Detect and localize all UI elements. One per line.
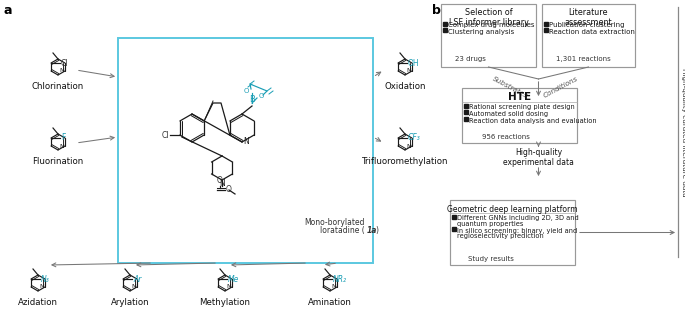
- Text: Complex drug molecules: Complex drug molecules: [448, 22, 534, 28]
- Text: 23 drugs: 23 drugs: [455, 56, 486, 62]
- Text: N: N: [332, 284, 336, 290]
- Text: regioselectivity prediction: regioselectivity prediction: [457, 233, 544, 239]
- Text: N: N: [132, 284, 136, 290]
- Text: 956 reactions: 956 reactions: [482, 134, 530, 140]
- Text: Mono-borylated: Mono-borylated: [305, 218, 365, 227]
- Text: Oxidation: Oxidation: [384, 82, 426, 91]
- Text: High-quality curated literature data: High-quality curated literature data: [681, 68, 685, 196]
- Text: a: a: [4, 4, 12, 17]
- FancyBboxPatch shape: [441, 4, 536, 67]
- Text: Ar: Ar: [133, 275, 141, 283]
- Text: F: F: [61, 134, 66, 142]
- Text: N: N: [407, 144, 412, 149]
- Text: Fluorination: Fluorination: [32, 157, 84, 166]
- Text: Chlorination: Chlorination: [32, 82, 84, 91]
- Text: N: N: [40, 284, 45, 290]
- Text: N: N: [243, 137, 249, 147]
- Text: Publication clustering: Publication clustering: [549, 22, 625, 28]
- Text: N: N: [227, 284, 232, 290]
- Text: Methylation: Methylation: [199, 298, 251, 307]
- Text: Arylation: Arylation: [111, 298, 149, 307]
- Text: Substrates: Substrates: [491, 76, 529, 100]
- Text: Amination: Amination: [308, 298, 352, 307]
- Text: Selection of
LSF informer library: Selection of LSF informer library: [449, 8, 528, 27]
- Text: Conditions: Conditions: [543, 76, 580, 99]
- Text: O: O: [217, 176, 223, 185]
- Text: Study results: Study results: [468, 256, 514, 262]
- Text: O: O: [259, 93, 264, 99]
- Text: Cl: Cl: [61, 58, 68, 68]
- Text: Cl: Cl: [162, 131, 169, 139]
- Text: Literature
assessment: Literature assessment: [564, 8, 612, 27]
- Text: Rational screening plate design: Rational screening plate design: [469, 104, 575, 110]
- Text: O: O: [244, 88, 249, 94]
- Text: N: N: [60, 144, 64, 149]
- Text: Automated solid dosing: Automated solid dosing: [469, 111, 548, 117]
- Text: HTE: HTE: [508, 92, 531, 102]
- Text: Me: Me: [228, 275, 240, 283]
- Text: Different GNNs including 2D, 3D and: Different GNNs including 2D, 3D and: [457, 215, 579, 221]
- Text: OH: OH: [408, 58, 420, 68]
- Text: B: B: [249, 95, 255, 104]
- Text: ): ): [375, 226, 378, 235]
- FancyBboxPatch shape: [542, 4, 635, 67]
- Text: High-quality
experimental data: High-quality experimental data: [503, 148, 574, 167]
- Text: 1,301 reactions: 1,301 reactions: [556, 56, 611, 62]
- FancyBboxPatch shape: [450, 200, 575, 265]
- FancyBboxPatch shape: [118, 38, 373, 263]
- Text: In silico screening: binary, yield and: In silico screening: binary, yield and: [457, 227, 577, 234]
- Text: Clustering analysis: Clustering analysis: [448, 29, 514, 35]
- Text: b: b: [432, 4, 441, 17]
- Text: N: N: [407, 69, 412, 73]
- Text: NR₂: NR₂: [333, 275, 347, 283]
- Text: quantum properties: quantum properties: [457, 221, 523, 227]
- Text: N: N: [219, 179, 225, 188]
- Text: Azidation: Azidation: [18, 298, 58, 307]
- Text: O: O: [226, 186, 232, 194]
- Text: Trifluoromethylation: Trifluoromethylation: [362, 157, 448, 166]
- Text: Reaction data analysis and evaluation: Reaction data analysis and evaluation: [469, 118, 597, 124]
- Text: N₃: N₃: [41, 275, 50, 283]
- Text: Reaction data extraction: Reaction data extraction: [549, 29, 635, 35]
- FancyBboxPatch shape: [462, 88, 577, 143]
- Text: Geometric deep learning platform: Geometric deep learning platform: [447, 205, 577, 214]
- Text: 1a: 1a: [367, 226, 377, 235]
- Text: N: N: [60, 69, 64, 73]
- Text: loratadine (: loratadine (: [321, 226, 365, 235]
- Text: CF₃: CF₃: [408, 134, 421, 142]
